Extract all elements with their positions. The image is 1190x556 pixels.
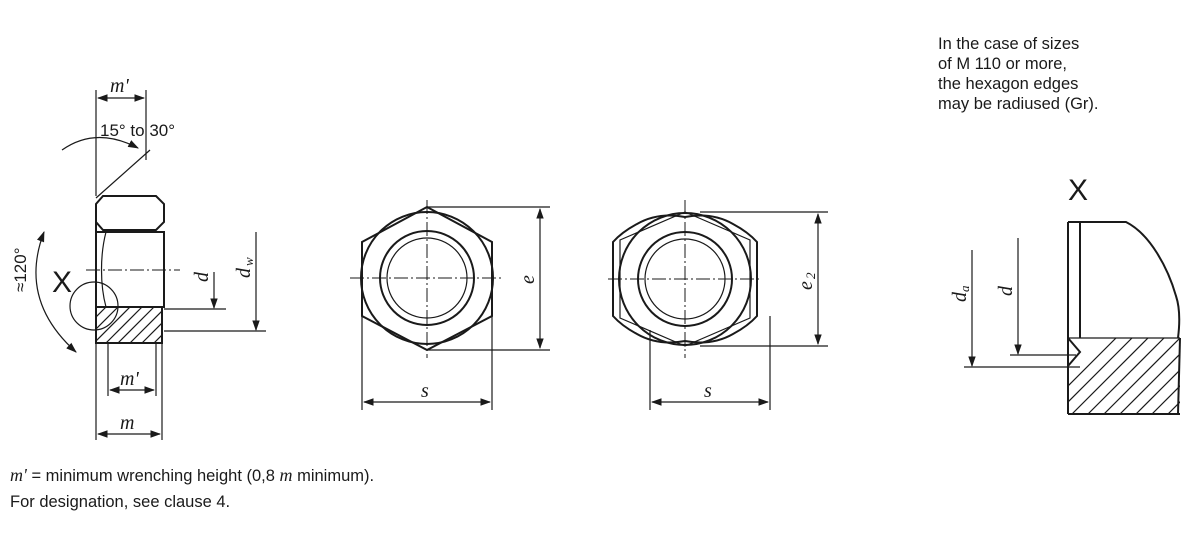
label-e: e xyxy=(517,275,539,284)
label-da-sub: a xyxy=(957,285,972,292)
top-view-1: e s xyxy=(350,200,550,410)
side-view-section xyxy=(95,306,163,344)
label-angle-top: 15° to 30° xyxy=(100,121,175,140)
caption-designation: For designation, see clause 4. xyxy=(10,493,231,511)
detail-x-hatch xyxy=(1068,338,1180,414)
label-d-side: d xyxy=(191,271,213,282)
detail-x-view: X d d a xyxy=(949,174,1181,415)
detail-x-title: X xyxy=(1068,174,1088,207)
label-s-1: s xyxy=(421,380,429,402)
label-d-detail: d xyxy=(995,285,1017,296)
label-da-main: d xyxy=(949,291,971,302)
note-line: In the case of sizes xyxy=(938,35,1080,53)
caption-definition: m' = minimum wrenching height (0,8 m min… xyxy=(10,465,375,485)
top-view-2: e 2 s xyxy=(608,200,828,410)
note-line: of M 110 or more, xyxy=(938,55,1067,73)
label-dw-main: d xyxy=(233,267,255,278)
radius-note: In the case of sizes of M 110 or more, t… xyxy=(938,34,1098,114)
caption-var-m-prime: m' xyxy=(10,465,27,485)
label-angle-120: ≈120° xyxy=(11,248,30,293)
label-s-2: s xyxy=(704,380,712,402)
label-dw-sub: w xyxy=(241,257,256,266)
side-view: X m' 15° to 30° ≈120° d d w m' m xyxy=(11,75,266,440)
note-line: the hexagon edges xyxy=(938,75,1079,93)
label-m-prime-top: m' xyxy=(110,75,129,97)
note-line: may be radiused (Gr). xyxy=(938,95,1099,113)
label-e2-sub: 2 xyxy=(803,272,818,279)
label-m: m xyxy=(120,412,134,434)
figure-caption: m' = minimum wrenching height (0,8 m min… xyxy=(10,462,374,515)
caption-var-m: m xyxy=(279,465,293,485)
detail-mark-x: X xyxy=(52,266,72,299)
label-e2-main: e xyxy=(795,281,817,290)
label-m-prime-bottom: m' xyxy=(120,368,139,390)
angle-120-arc xyxy=(35,230,77,353)
